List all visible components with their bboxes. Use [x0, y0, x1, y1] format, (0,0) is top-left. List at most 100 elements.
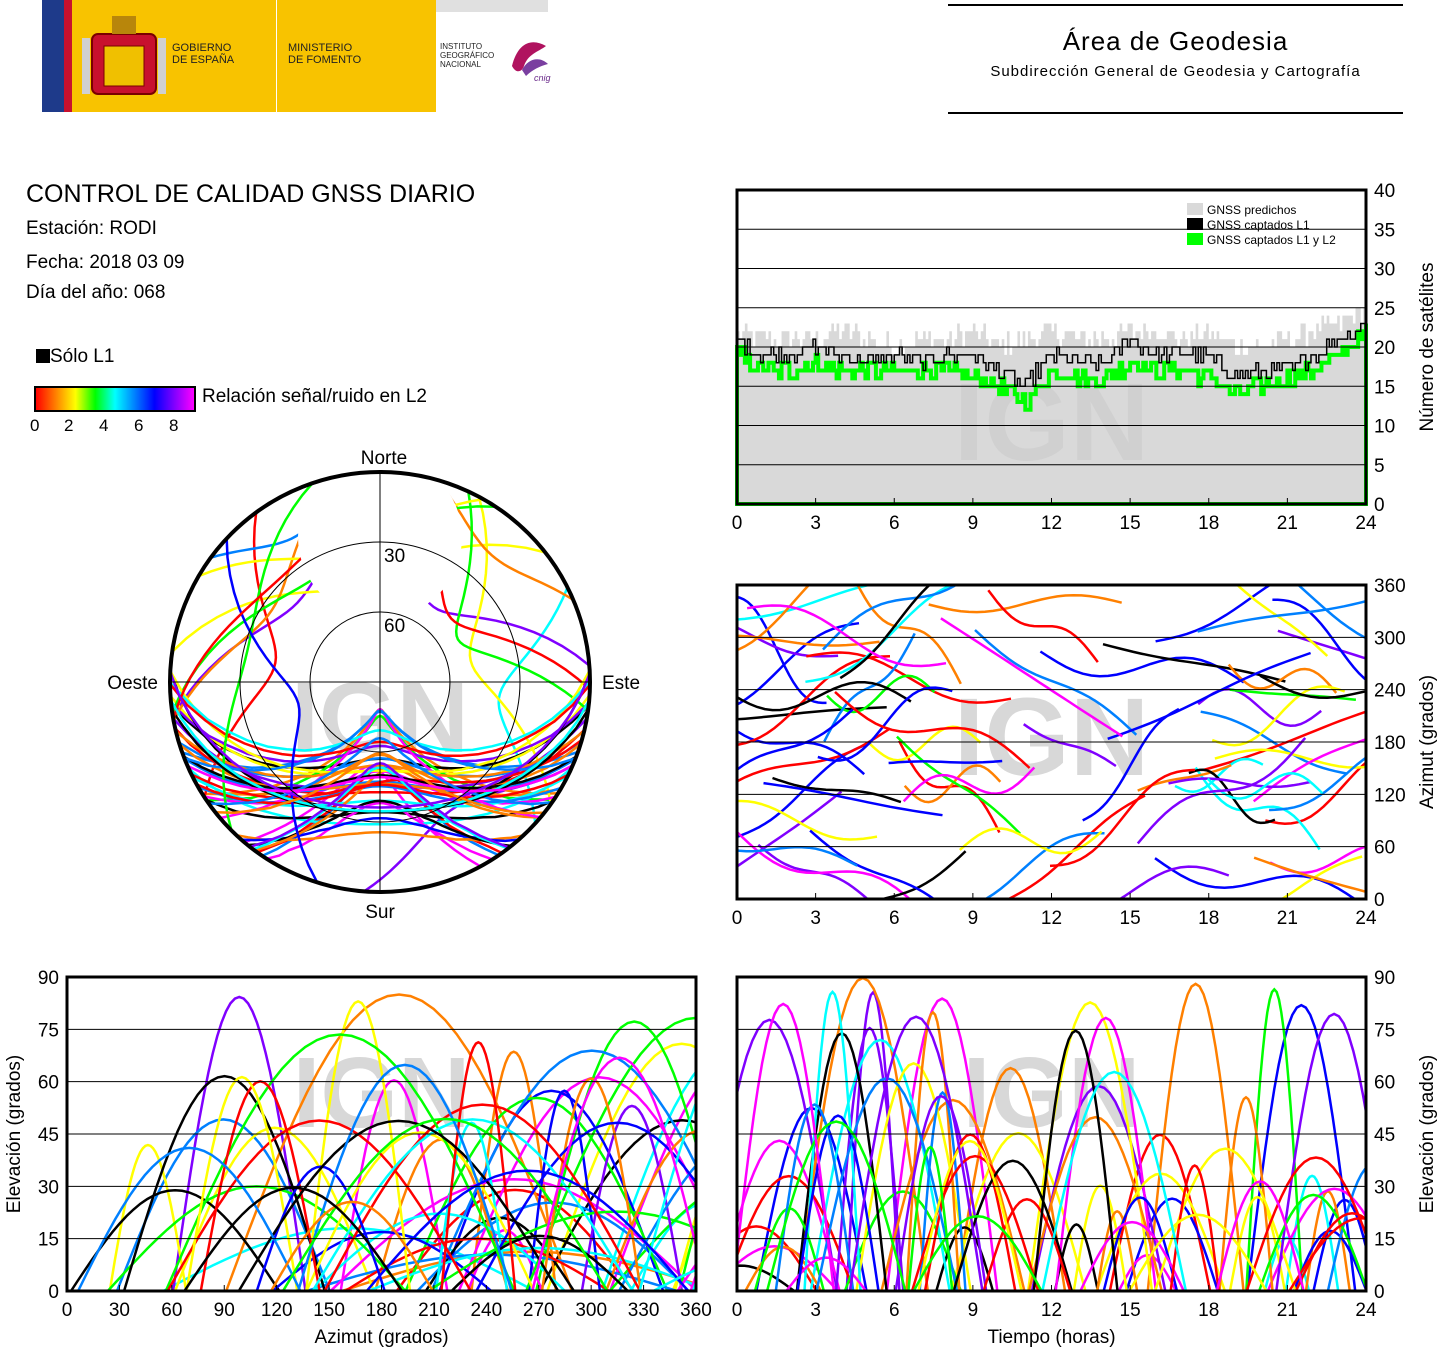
inst-line3: NACIONAL	[440, 60, 481, 69]
sat-track	[1155, 585, 1273, 643]
y-tick-label: 25	[1374, 299, 1395, 320]
sat-track	[834, 690, 1031, 769]
x-tick-label: 15	[1120, 908, 1141, 929]
cardinal-west: Oeste	[107, 673, 158, 694]
sat-track	[974, 629, 1138, 736]
sat-track	[305, 1000, 412, 1291]
sat-track	[958, 827, 1103, 855]
inst-line2: GEOGRÁFICO	[440, 51, 495, 60]
x-tick-label: 15	[1120, 513, 1141, 534]
y-tick-label: 300	[1374, 628, 1406, 649]
y-tick-label: 0	[1374, 890, 1385, 911]
x-tick-label: 18	[1198, 908, 1219, 929]
sat-track	[1245, 987, 1304, 1291]
sat-track	[608, 1088, 696, 1291]
sat-track	[737, 1264, 796, 1291]
sat-track	[428, 1210, 696, 1291]
x-tick-label: 9	[968, 513, 979, 534]
legend-label: GNSS captados L1 y L2	[1207, 233, 1336, 247]
sat-track	[902, 766, 1036, 803]
y-axis-label: Azimut (grados)	[1417, 675, 1438, 809]
sat-track	[1049, 768, 1196, 868]
plot-frame	[735, 583, 1368, 901]
x-tick-label: 24	[1355, 908, 1377, 929]
sat-track	[737, 1245, 839, 1291]
x-tick-label: 21	[1277, 513, 1298, 534]
x-tick-label: 9	[968, 908, 979, 929]
x-tick-label: 0	[62, 1300, 73, 1321]
series-l1	[736, 322, 1367, 505]
sat-track	[806, 651, 1012, 704]
sat-track	[1194, 766, 1321, 851]
x-tick-label: 3	[810, 908, 821, 929]
y-tick-label: 15	[1374, 377, 1395, 398]
y-tick-label: 240	[1374, 681, 1406, 702]
sat-track	[365, 1169, 690, 1291]
sat-track	[1296, 585, 1366, 640]
sat-track	[122, 1074, 326, 1291]
sat-track	[737, 1018, 839, 1291]
sat-track	[917, 1139, 1023, 1291]
sat-track	[737, 1225, 818, 1291]
sat-track	[1096, 1209, 1139, 1291]
sat-track	[1215, 1180, 1305, 1291]
sat-track	[1269, 756, 1366, 812]
x-tick-label: 18	[1198, 1300, 1219, 1321]
sat-track	[737, 845, 858, 867]
x-tick-label: 24	[1355, 1300, 1377, 1321]
snr-tick: 8	[169, 416, 179, 435]
ring-label: 60	[384, 616, 405, 637]
sat-track	[1039, 650, 1245, 684]
tracks-group	[737, 585, 1366, 899]
tracks-group	[69, 993, 696, 1291]
sat-track	[1136, 737, 1307, 845]
sat-track	[115, 1118, 331, 1291]
coat-of-arms-icon	[82, 16, 166, 95]
sat-track	[1041, 1070, 1188, 1291]
tracks-group	[737, 977, 1366, 1291]
legend-l1-only: Sólo L1	[36, 346, 114, 368]
sat-track	[737, 830, 912, 899]
inst-line1: INSTITUTO	[440, 42, 483, 51]
sat-track	[856, 585, 962, 685]
sat-track	[173, 1126, 375, 1291]
sat-track	[1022, 723, 1117, 768]
y-tick-label: 10	[1374, 417, 1395, 438]
area-header: Área de Geodesia Subdirección General de…	[948, 4, 1403, 114]
sat-track	[323, 1103, 642, 1291]
sat-track	[617, 1163, 696, 1291]
station-label: Estación: RODI	[26, 218, 157, 239]
y-tick-label: 30	[1374, 260, 1395, 281]
sat-track	[222, 482, 314, 831]
sat-track	[1032, 1029, 1119, 1291]
snr-colorbar	[34, 386, 196, 412]
x-tick-label: 30	[109, 1300, 130, 1321]
sat-track	[297, 1063, 513, 1291]
sat-track	[329, 1177, 696, 1291]
sat-track	[546, 1042, 696, 1291]
x-tick-label: 300	[575, 1300, 607, 1321]
sat-track	[1257, 1193, 1366, 1291]
sat-track	[982, 831, 1105, 899]
sat-track	[1027, 1115, 1163, 1291]
sat-track	[1007, 794, 1146, 899]
sat-track	[1102, 1196, 1179, 1291]
y-tick-label: 30	[38, 1177, 59, 1198]
sat-track	[737, 1139, 841, 1291]
sat-track	[746, 604, 947, 668]
sat-track	[1079, 1220, 1185, 1291]
min-line2: DE FOMENTO	[288, 54, 362, 66]
sat-track	[531, 1056, 696, 1291]
cardinal-north: Norte	[361, 448, 407, 469]
sat-track	[1246, 1003, 1357, 1291]
x-tick-label: 21	[1277, 908, 1298, 929]
x-tick-label: 3	[810, 513, 821, 534]
sat-track	[1107, 651, 1312, 740]
sat-track	[183, 1186, 403, 1291]
y-axis-label: Elevación (grados)	[4, 1055, 25, 1213]
report-title: CONTROL DE CALIDAD GNSS DIARIO	[26, 180, 476, 208]
sat-track	[1174, 757, 1264, 793]
ring-label: 30	[384, 546, 405, 567]
